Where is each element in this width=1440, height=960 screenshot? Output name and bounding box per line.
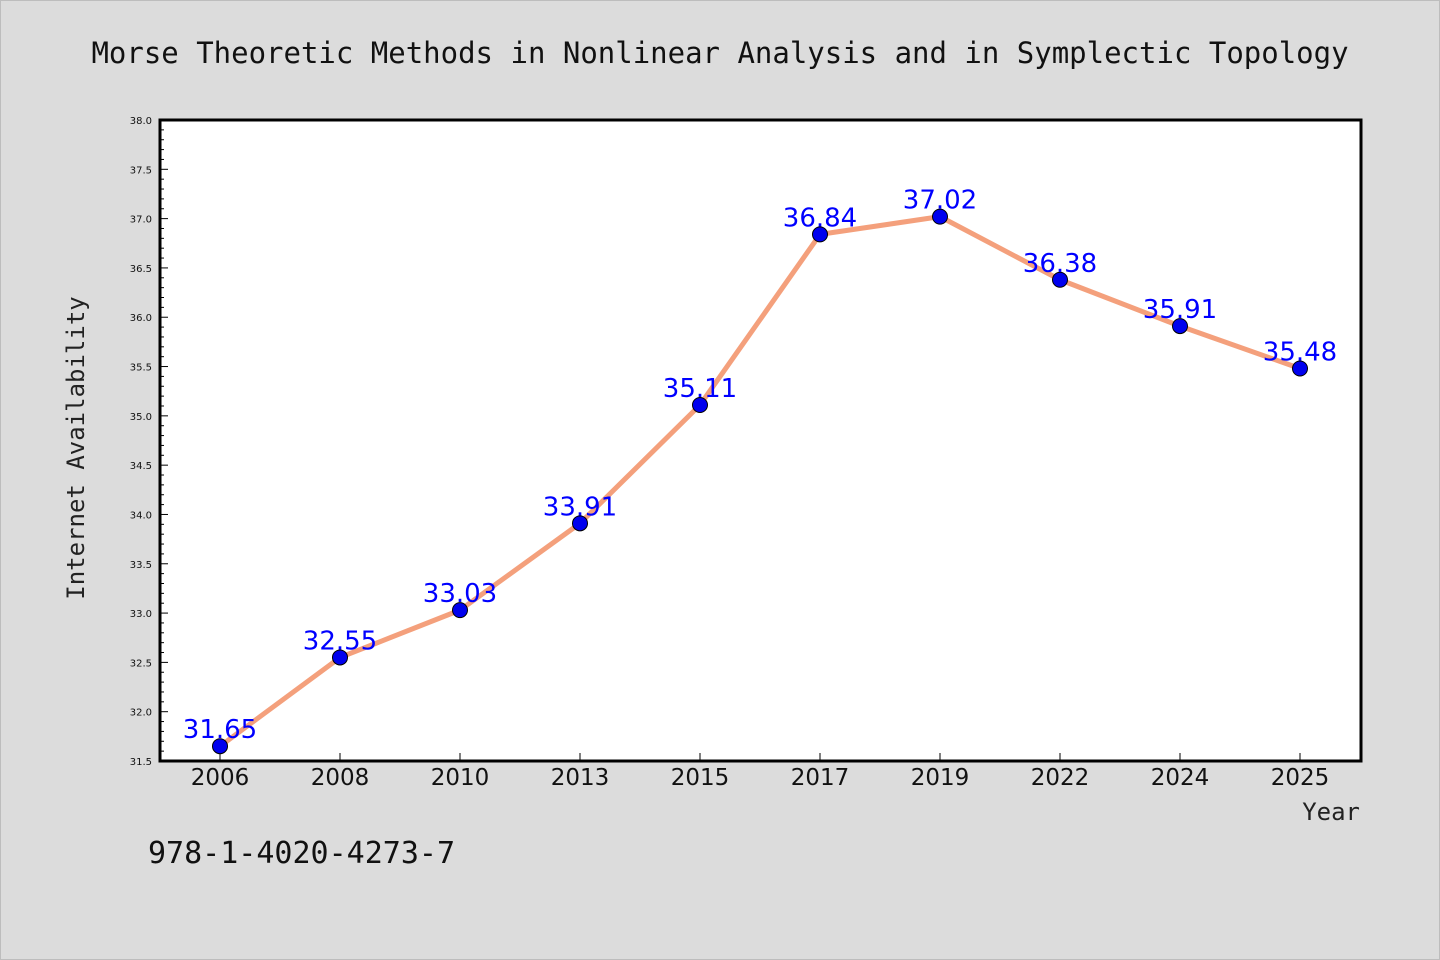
y-tick-label: 35.0	[130, 412, 152, 423]
y-tick-label: 32.5	[130, 658, 152, 669]
data-label: 32.55	[303, 626, 377, 656]
data-labels: 31.65 32.55 33.03 33.91 35.11 36.84 37.02 36.38…	[183, 186, 1337, 746]
plot-border	[158, 118, 1363, 763]
data-point	[1292, 360, 1308, 377]
y-axis-label: Internet Availability	[62, 296, 90, 599]
x-tick-label: 2017	[791, 765, 850, 791]
x-axis-ticks: 2006 2008 2010 2013 2015 2017 2019 2022 2024 2025	[191, 753, 1330, 791]
x-tick-label: 2019	[911, 765, 970, 791]
data-point	[1172, 318, 1188, 335]
data-point	[692, 396, 708, 413]
y-tick-label: 34.0	[130, 510, 152, 521]
data-label: 37.02	[903, 186, 977, 216]
y-tick-label: 33.0	[130, 609, 152, 620]
data-label: 31.65	[183, 715, 257, 745]
data-label: 33.03	[423, 579, 497, 609]
x-tick-label: 2013	[551, 765, 610, 791]
x-tick-label: 2006	[191, 765, 250, 791]
y-tick-label: 36.5	[130, 264, 152, 275]
data-label: 36.84	[783, 203, 857, 233]
isbn-text: 978-1-4020-4273-7	[148, 836, 455, 871]
y-tick-label: 31.5	[130, 757, 152, 768]
data-point	[332, 649, 348, 666]
x-axis-label: Year	[1302, 798, 1360, 826]
series-line	[217, 214, 1303, 749]
data-point	[932, 208, 948, 225]
data-point	[1052, 271, 1068, 288]
x-tick-label: 2015	[671, 765, 730, 791]
data-point	[812, 226, 828, 243]
data-point	[572, 515, 588, 532]
chart-title: Morse Theoretic Methods in Nonlinear Ana…	[91, 36, 1348, 70]
y-tick-label: 34.5	[130, 461, 152, 472]
x-tick-label: 2024	[1151, 765, 1210, 791]
x-tick-label: 2025	[1271, 765, 1330, 791]
series-markers	[212, 208, 1308, 755]
y-tick-label: 36.0	[130, 313, 152, 324]
x-tick-label: 2022	[1031, 765, 1090, 791]
data-label: 35.11	[663, 374, 737, 404]
y-tick-label: 38.0	[130, 116, 152, 127]
y-tick-label: 37.5	[130, 165, 152, 176]
data-point	[452, 602, 468, 619]
data-point	[212, 738, 228, 755]
y-tick-label: 37.0	[130, 215, 152, 226]
plot-area	[160, 120, 1361, 761]
data-label: 35.48	[1263, 338, 1337, 368]
data-label: 33.91	[543, 492, 617, 522]
y-tick-label: 32.0	[130, 708, 152, 719]
y-tick-label: 33.5	[130, 560, 152, 571]
x-tick-label: 2008	[311, 765, 370, 791]
data-label: 35.91	[1143, 295, 1217, 325]
data-label: 36.38	[1023, 249, 1097, 279]
x-tick-label: 2010	[431, 765, 490, 791]
y-tick-label: 35.5	[130, 363, 152, 374]
